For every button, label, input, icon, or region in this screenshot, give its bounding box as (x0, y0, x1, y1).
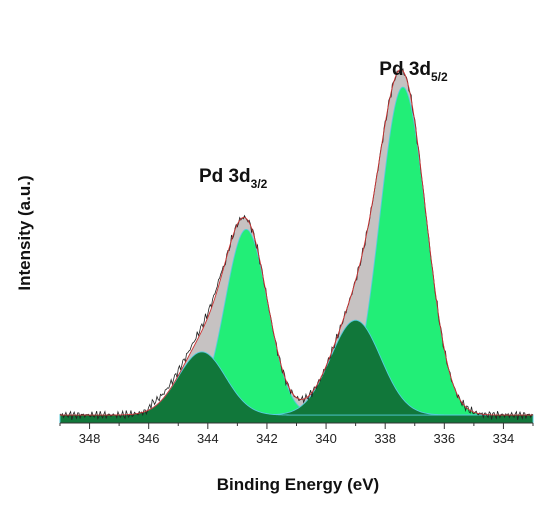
peak-label-0: Pd 3d3/2 (199, 166, 268, 191)
x-axis: 348 346 344 342 340 338 336 334 (59, 422, 534, 446)
envelope-area (60, 69, 533, 423)
peak-component-1 (59, 228, 534, 424)
x-tick-label: 346 (138, 431, 160, 446)
peak-label-1: Pd 3d5/2 (379, 59, 448, 84)
x-tick-label: 336 (433, 431, 455, 446)
y-axis-title: Intensity (a.u.) (15, 175, 34, 290)
fit-envelope-line (60, 69, 533, 416)
x-tick-label: 348 (79, 431, 101, 446)
x-tick-label: 340 (315, 431, 337, 446)
annotations: Pd 3d3/2 Pd 3d5/2 (199, 59, 448, 191)
x-axis-title: Binding Energy (eV) (217, 475, 379, 494)
plot-area (59, 67, 534, 424)
x-tick-label: 338 (374, 431, 396, 446)
peak-component-0 (59, 86, 534, 424)
raw-data-line (59, 67, 534, 420)
x-tick-label: 344 (197, 431, 219, 446)
x-tick-label: 342 (256, 431, 278, 446)
x-tick-label: 334 (493, 431, 515, 446)
